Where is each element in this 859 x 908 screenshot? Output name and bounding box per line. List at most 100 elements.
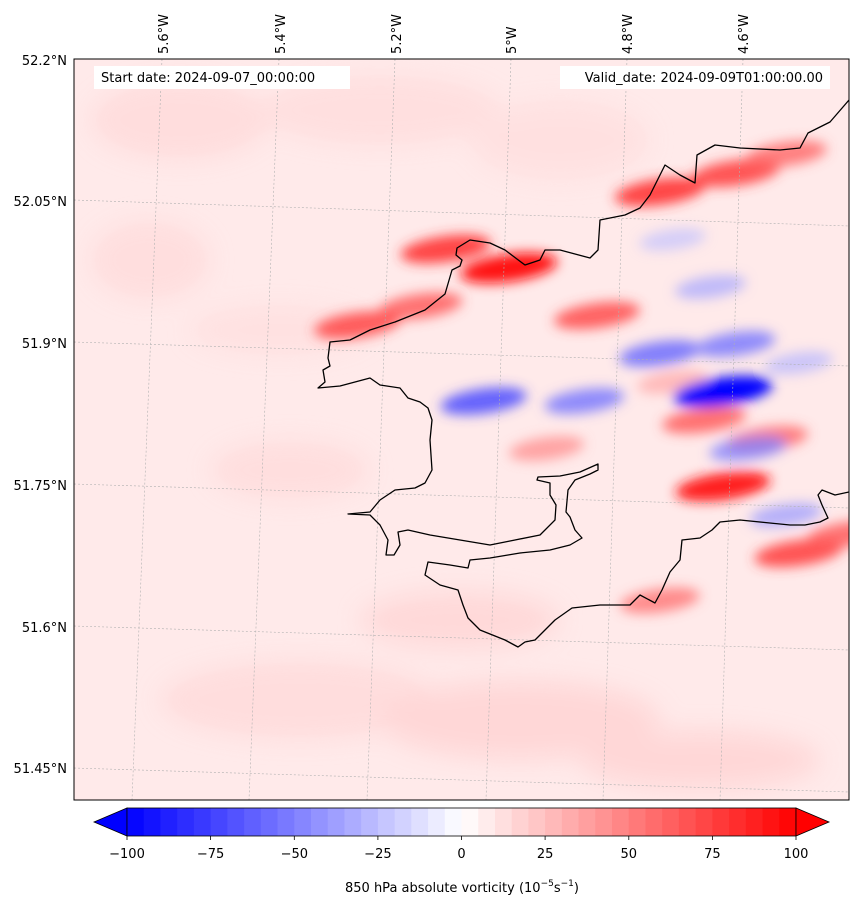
lat-label-52.2N: 52.2°N (22, 54, 67, 69)
vorticity-feature-17 (440, 387, 527, 415)
colorbar-step (143, 808, 161, 836)
vorticity-feature-7 (745, 140, 827, 168)
map-frame (73, 58, 850, 801)
colorbar-tick-label: 100 (784, 847, 809, 862)
coastline-main (317, 99, 849, 648)
vorticity-feature-13 (807, 520, 849, 548)
vorticity-feature-16 (673, 375, 773, 408)
lon-label-5W: 5°W (505, 26, 520, 54)
vorticity-feature-0 (460, 252, 558, 284)
vorticity-feature-12 (620, 587, 700, 614)
lon-label-5.2W: 5.2°W (390, 14, 405, 54)
colorbar-step (294, 808, 312, 836)
parallel-line (74, 625, 849, 651)
vorticity-feature-3 (378, 292, 463, 320)
vorticity-feature-8 (675, 471, 771, 502)
vorticity-feature-24 (639, 228, 706, 251)
colorbar-step (444, 808, 462, 836)
vorticity-feature-25 (764, 351, 833, 375)
colorbar-step (561, 808, 580, 836)
colorbar-step (662, 808, 680, 836)
parallel-line (74, 483, 849, 509)
colorbar-ticks: −100 −75 −50 −25 0 25 50 75 100 (109, 836, 808, 862)
colorbar-step (394, 808, 412, 836)
parallel-line (74, 767, 849, 793)
vorticity-feature-19 (619, 340, 701, 367)
lat-label-51.9N: 51.9°N (22, 337, 67, 352)
colorbar-step (260, 808, 279, 836)
vorticity-feature-22 (749, 502, 823, 528)
colorbar-step (127, 808, 145, 836)
colorbar-tick-label: 0 (457, 847, 465, 862)
colorbar-tick-label: 25 (537, 847, 554, 862)
colorbar-step (578, 808, 596, 836)
lon-label-4.6W: 4.6°W (737, 14, 752, 54)
colorbar-tick-label: −75 (197, 847, 224, 862)
colorbar-steps (127, 808, 797, 836)
colorbar-step (779, 808, 797, 836)
colorbar-step (461, 808, 479, 836)
colorbar-step (645, 808, 663, 836)
colorbar-step (344, 808, 362, 836)
colorbar-step (545, 808, 563, 836)
meridian-line (719, 59, 744, 800)
colorbar-step (244, 808, 262, 836)
colorbar-step (695, 808, 713, 836)
colorbar-step (160, 808, 178, 836)
vorticity-feature-23 (675, 275, 746, 299)
colorbar-tick-label: −50 (281, 847, 308, 862)
vorticity-feature-20 (695, 331, 776, 357)
vorticity-features (314, 140, 849, 614)
lat-label-51.75N: 51.75°N (14, 479, 67, 494)
start-date-label: Start date: 2024-09-07_00:00:00 (101, 71, 315, 86)
colorbar-step (327, 808, 345, 836)
colorbar-step (177, 808, 195, 836)
colorbar-step (277, 808, 295, 836)
coastline (317, 99, 849, 648)
parallel-line (74, 341, 849, 367)
colorbar-step (745, 808, 764, 836)
valid-date-label: Valid_date: 2024-09-09T01:00:00.00 (585, 71, 823, 86)
map-panel: Start date: 2024-09-07_00:00:00 Valid_da… (74, 59, 849, 800)
colorbar-step (678, 808, 697, 836)
colorbar-step (411, 808, 429, 836)
lat-labels: 52.2°N 52.05°N 51.9°N 51.75°N 51.6°N 51.… (14, 54, 67, 777)
parallel-line (74, 199, 849, 227)
colorbar-step (428, 808, 446, 836)
colorbar-max-extend (795, 807, 831, 837)
lon-labels: 5.6°W 5.4°W 5.2°W 5°W 4.8°W 4.6°W (157, 14, 752, 54)
vorticity-feature-1 (400, 234, 491, 264)
vorticity-feature-4 (553, 301, 641, 330)
colorbar-step (193, 808, 212, 836)
colorbar-step (494, 808, 513, 836)
colorbar-step (762, 808, 780, 836)
colorbar-step (227, 808, 245, 836)
colorbar-step (511, 808, 529, 836)
vorticity-feature-2 (314, 311, 401, 339)
colorbar-step (478, 808, 496, 836)
gridlines (74, 59, 849, 800)
colorbar-min-extend (92, 807, 128, 837)
vorticity-feature-14 (509, 436, 585, 461)
colorbar-tick-label: 50 (621, 847, 638, 862)
colorbar-step (377, 808, 396, 836)
lon-label-5.4W: 5.4°W (274, 14, 289, 54)
lat-label-51.6N: 51.6°N (22, 621, 67, 636)
meridian-line (366, 59, 396, 800)
colorbar: −100 −75 −50 −25 0 25 50 75 100 850 hPa … (92, 807, 831, 896)
colorbar-step (729, 808, 747, 836)
colorbar-step (210, 808, 228, 836)
colorbar-step (612, 808, 630, 836)
colorbar-step (628, 808, 646, 836)
colorbar-tick-label: 75 (704, 847, 721, 862)
colorbar-tick-label: −25 (364, 847, 391, 862)
valid-date-box (560, 66, 830, 89)
start-date-box (94, 66, 350, 89)
vorticity-feature-9 (662, 406, 747, 434)
colorbar-step (361, 808, 379, 836)
lat-label-51.45N: 51.45°N (14, 762, 67, 777)
colorbar-tick-label: −100 (109, 847, 145, 862)
colorbar-step (595, 808, 613, 836)
colorbar-step (310, 808, 329, 836)
